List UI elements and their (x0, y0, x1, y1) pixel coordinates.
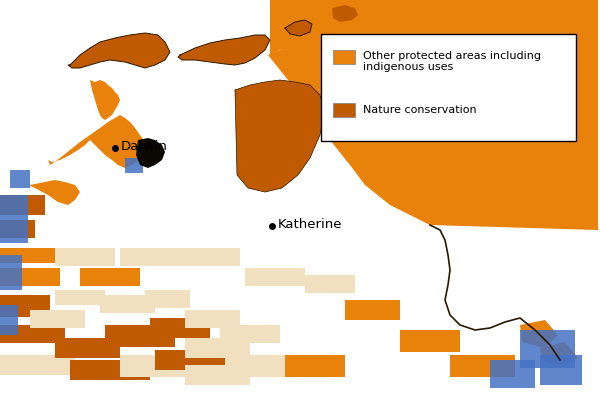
Polygon shape (68, 33, 170, 68)
Bar (70, 360, 150, 380)
Bar (450, 355, 515, 377)
Polygon shape (270, 0, 598, 230)
Bar (333, 50, 355, 64)
Bar (145, 290, 190, 308)
Bar (100, 295, 155, 313)
Bar (105, 325, 175, 347)
Text: Katherine: Katherine (278, 217, 343, 230)
Bar (185, 338, 250, 358)
Polygon shape (332, 5, 358, 22)
Bar (225, 355, 280, 377)
Text: Darwin: Darwin (121, 139, 168, 152)
Bar (175, 248, 240, 266)
Polygon shape (48, 115, 148, 168)
Polygon shape (90, 80, 120, 120)
Bar (55, 338, 120, 358)
Bar (0, 195, 45, 215)
Polygon shape (270, 0, 598, 230)
Bar (220, 325, 280, 343)
Bar (305, 275, 355, 293)
Polygon shape (28, 180, 80, 205)
Bar (55, 248, 115, 266)
Bar (120, 355, 185, 377)
Bar (400, 330, 460, 352)
Polygon shape (235, 80, 325, 192)
Bar (0, 195, 28, 243)
Bar (285, 355, 345, 377)
Bar (55, 290, 105, 305)
Bar (0, 248, 55, 263)
Bar (333, 103, 355, 116)
Bar (0, 220, 35, 238)
Bar (150, 318, 210, 338)
Bar (185, 310, 240, 328)
Bar (155, 350, 225, 370)
Polygon shape (268, 14, 598, 230)
Polygon shape (540, 342, 578, 368)
Bar (125, 158, 143, 173)
Bar (255, 355, 310, 377)
Bar (80, 268, 140, 286)
Bar (0, 255, 22, 290)
Bar (520, 330, 575, 368)
Bar (10, 170, 30, 188)
Bar (490, 360, 535, 388)
Bar (345, 300, 400, 320)
Bar (185, 365, 250, 385)
Text: Other protected areas including
indigenous uses: Other protected areas including indigeno… (363, 51, 541, 72)
Bar (321, 34, 576, 141)
Bar (30, 310, 85, 328)
Polygon shape (285, 20, 312, 36)
Bar (120, 248, 175, 266)
Polygon shape (136, 138, 165, 168)
Polygon shape (520, 320, 558, 348)
Bar (0, 295, 50, 317)
Bar (0, 268, 60, 286)
Bar (0, 305, 18, 335)
Bar (540, 355, 582, 385)
Bar (0, 325, 65, 343)
Bar (245, 268, 305, 286)
Bar (0, 355, 75, 375)
Polygon shape (178, 35, 270, 65)
Text: Nature conservation: Nature conservation (363, 105, 476, 114)
